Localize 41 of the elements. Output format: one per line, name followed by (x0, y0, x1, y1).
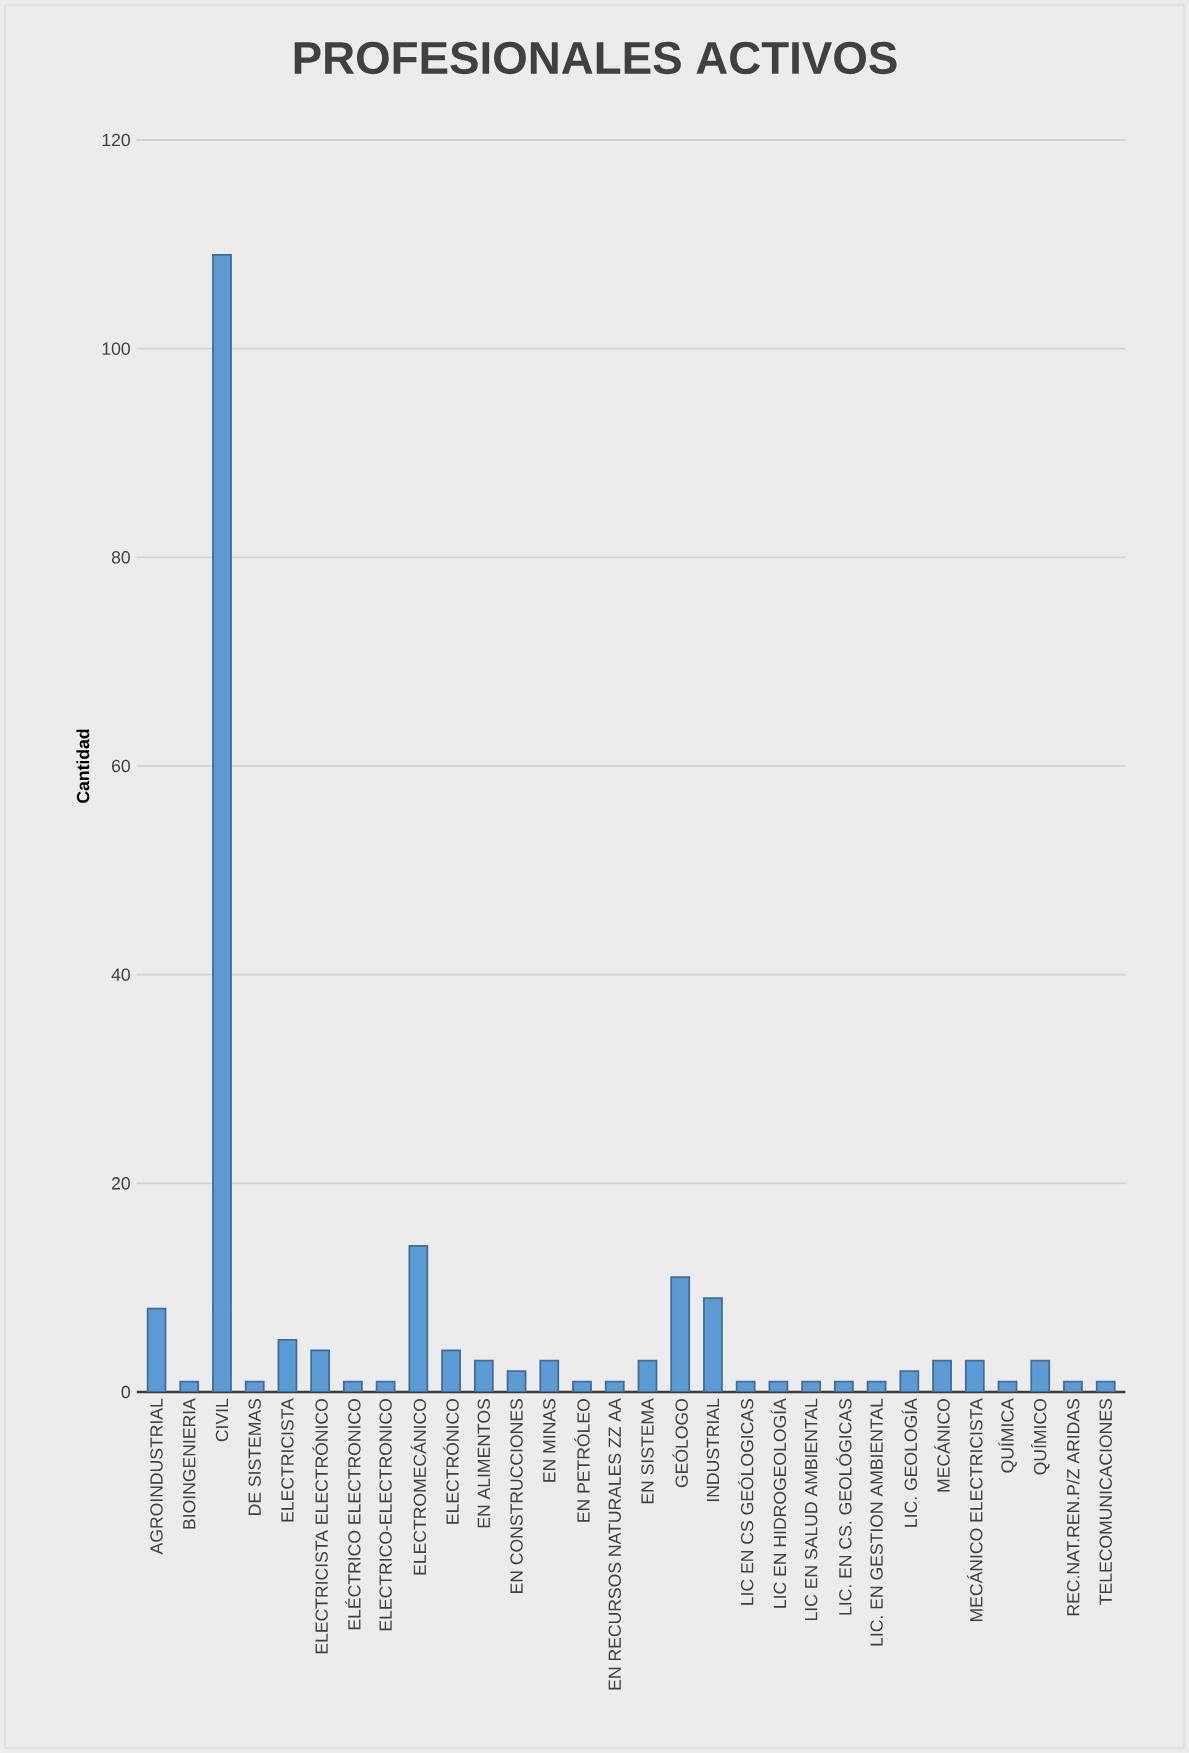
x-tick-label: CIVIL (215, 1398, 229, 1442)
x-tick-label: LIC EN CS GEÓLOGICAS (737, 1399, 754, 1605)
x-tick-label: EN PETRÓLEO (574, 1399, 590, 1522)
x-tick-label: LIC. EN CS. GEOLÓGICAS (836, 1399, 852, 1615)
x-tick-label: REC.NAT.REN.P/Z ARIDAS (1066, 1399, 1080, 1616)
x-tick-label: GEÓLOGO (672, 1399, 688, 1488)
bar (146, 1307, 167, 1392)
x-tick-label: AGROINDUSTRIAL (150, 1398, 163, 1555)
x-tick-label: ELECTRICISTA (281, 1398, 294, 1522)
y-tick-label: 40 (111, 968, 130, 981)
chart-title: PROFESIONALES ACTIVOS (294, 41, 897, 75)
y-tick-label: 60 (111, 759, 130, 773)
x-tick-label: QUÍMICA (998, 1398, 1017, 1473)
x-tick-label: EN ALIMENTOS (477, 1399, 491, 1528)
y-axis-title: Cantidad (76, 729, 90, 803)
x-tick-label: ELECTRÓNICO (443, 1399, 459, 1524)
x-tick-label: DE SISTEMAS (248, 1399, 261, 1515)
x-tick-label: LIC. EN GESTION AMBIENTAL (870, 1398, 883, 1646)
x-tick-label: BIOINGENIERIA (183, 1398, 196, 1529)
y-tick-label: 100 (102, 342, 130, 355)
y-tick-label: 120 (102, 133, 130, 147)
x-tick-label: MECÁNICO (934, 1399, 950, 1492)
y-tick-label: 20 (111, 1177, 130, 1190)
x-tick-label: LIC EN HIDROGEOLOGÍA (770, 1398, 787, 1608)
x-tick-label: LIC. GEOLOGÍA (901, 1398, 918, 1527)
x-tick-label: EN MINAS (543, 1399, 556, 1482)
x-tick-label: ELECTROMECÁNICO (410, 1399, 427, 1575)
x-tick-label: ELECTRICISTA ELECTRÓNICO (312, 1399, 328, 1654)
x-tick-label: TELECOMUNICACIONES (1099, 1399, 1112, 1605)
x-tick-label: ELECTRICO-ELECTRONICO (379, 1399, 392, 1631)
x-tick-label: MECÁNICO ELECTRICISTA (967, 1398, 983, 1622)
x-tick-label: LIC EN SALUD AMBIENTAL (804, 1398, 818, 1621)
x-tick-label: INDUSTRIAL (706, 1398, 720, 1502)
y-tick-label: 80 (111, 551, 130, 564)
x-tick-label: ELÉCTRICO ELECTRONICO (345, 1399, 361, 1630)
bar (277, 1338, 298, 1392)
x-tick-label: EN CONSTRUCCIONES (510, 1399, 523, 1594)
x-tick-label: EN SISTEMA (641, 1398, 654, 1504)
x-tick-label: EN RECURSOS NATURALES ZZ AA (608, 1398, 621, 1690)
x-tick-label: QUÍMICO (1030, 1399, 1050, 1475)
y-tick-label: 0 (121, 1385, 130, 1399)
